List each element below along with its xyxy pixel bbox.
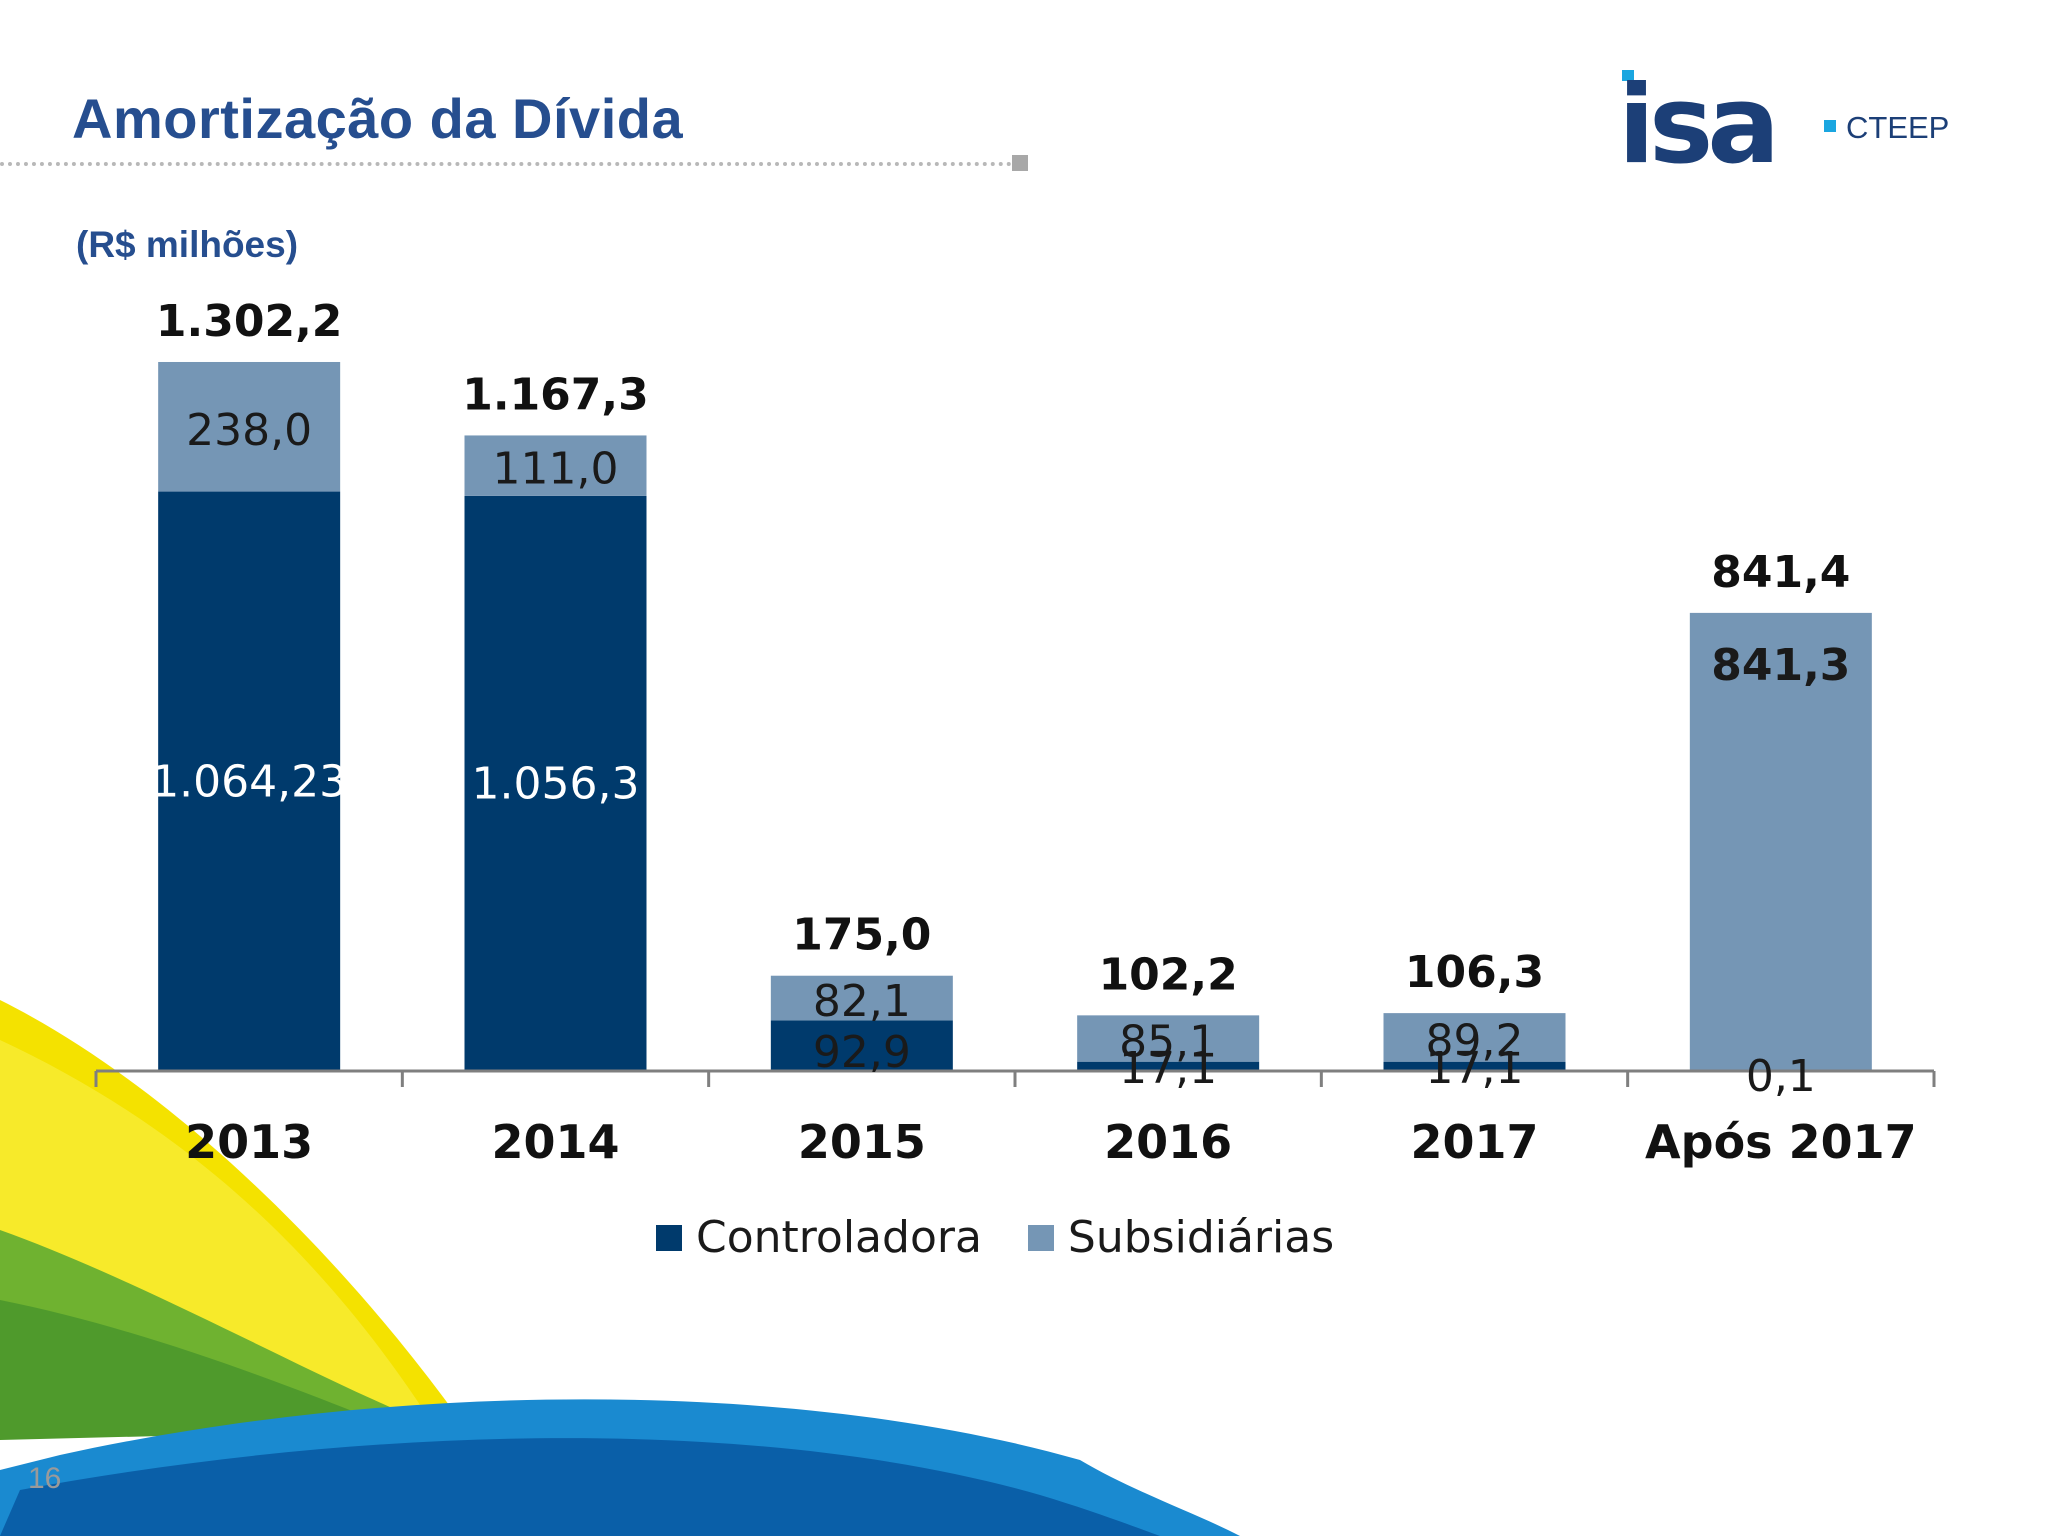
isa-cteep-logo: isa CTEEP [1618,64,1949,174]
bar-controladora [1077,1061,1260,1071]
bar-controladora [158,491,341,1071]
bar-controladora [464,495,647,1071]
segment-label-controladora: 1.064,23 [151,756,347,807]
title-divider [0,162,1012,166]
bar-subsidiarias [770,975,953,1021]
total-data-label: 841,4 [1711,547,1850,598]
x-tick-label: 2015 [798,1115,926,1169]
legend-swatch-subsidiarias [1027,1224,1054,1251]
x-tick-label: 2014 [491,1115,619,1169]
bar-controladora [770,1020,953,1071]
segment-label-subsidiarias: 238,0 [186,405,312,456]
title-divider-end-marker [1012,155,1028,171]
segment-label-subsidiarias: 841,3 [1711,640,1850,691]
total-data-label: 175,0 [792,910,931,961]
x-tick-label: 2013 [185,1115,313,1169]
bar-controladora [1383,1061,1566,1071]
bar-subsidiarias [158,361,341,492]
segment-label-subsidiarias: 85,1 [1119,1017,1217,1068]
bars-layer [158,361,1872,1071]
legend-label-controladora: Controladora [696,1212,982,1263]
page-number: 16 [28,1462,62,1495]
legend-item-subsidiarias: Subsidiárias [1027,1212,1335,1263]
legend-label-subsidiarias: Subsidiárias [1067,1212,1335,1263]
segment-label-subsidiarias: 111,0 [493,444,619,495]
segment-label-controladora: 17,1 [1426,1043,1524,1094]
legend-swatch-controladora [656,1224,682,1251]
segment-label-subsidiarias: 82,1 [813,976,911,1027]
bar-subsidiarias [1689,612,1872,1071]
legend-item-controladora: Controladora [656,1212,982,1263]
x-tick-label: 2017 [1410,1115,1538,1169]
chart-legend: Controladora Subsidiárias [656,1212,1334,1263]
logo-sub-text: CTEEP [1846,110,1949,145]
segment-label-subsidiarias: 89,2 [1426,1015,1524,1066]
segment-label-controladora: 92,9 [813,1027,911,1078]
axis-layer [94,1069,1936,1087]
total-data-label: 102,2 [1099,949,1238,1000]
segment-label-controladora: 0,1 [1746,1051,1816,1102]
segment-label-controladora: 1.056,3 [472,758,640,809]
total-data-label: 1.302,2 [156,296,343,347]
total-data-label: 1.167,3 [462,369,649,420]
chart-unit-label: (R$ milhões) [76,224,299,265]
segment-label-controladora: 17,1 [1119,1043,1217,1094]
bar-subsidiarias [1077,1015,1260,1062]
labels-layer: 2013 1.302,2 238,0 1.064,23 2014 1.167,3 111,0… [151,296,1916,1169]
x-tick-label: 2016 [1104,1115,1232,1169]
bar-subsidiarias [464,435,647,496]
total-data-label: 106,3 [1405,947,1544,998]
slide-title: Amortização da Dívida [72,87,684,150]
x-tick-label: Após 2017 [1645,1115,1917,1169]
bar-subsidiarias [1383,1013,1566,1062]
logo-main-text: isa [1618,64,1774,174]
